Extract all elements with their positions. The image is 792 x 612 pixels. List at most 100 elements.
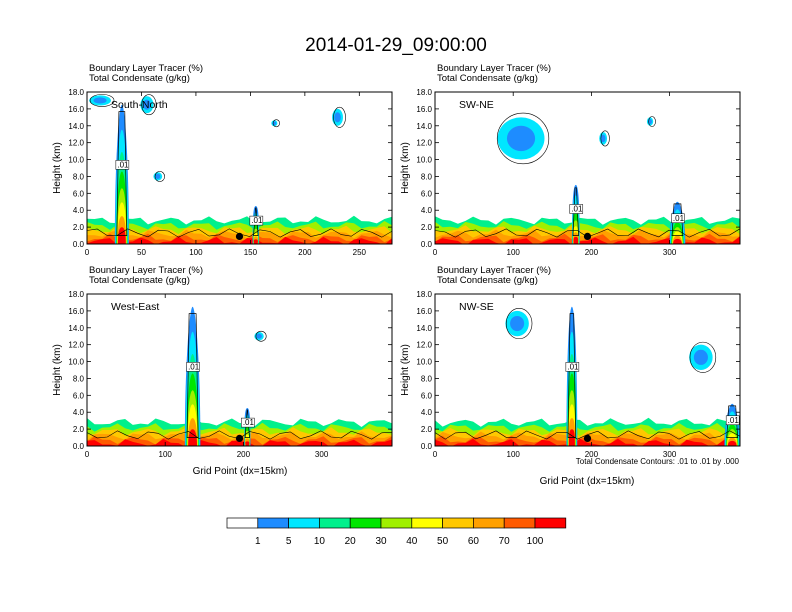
y-axis-label: Height (km): [400, 142, 411, 194]
x-tick-label: 200: [298, 248, 312, 257]
y-tick-label: 14.0: [68, 122, 84, 131]
x-tick-label: 200: [585, 248, 599, 257]
panel-name: South-North: [111, 99, 168, 111]
contour-label: .01: [673, 214, 685, 223]
location-marker: [235, 232, 244, 240]
contour-note: Total Condensate Contours: .01 to .01 by…: [576, 457, 740, 466]
contour-label-box: [565, 362, 580, 372]
contour-label-box: [249, 215, 264, 226]
x-tick-label: 100: [189, 248, 203, 257]
y-tick-label: 10.0: [68, 156, 84, 165]
plume-shading: [673, 238, 682, 244]
colorbar-label: 1: [255, 536, 261, 547]
y-tick-label: 12.0: [416, 341, 432, 350]
y-tick-label: 16.0: [68, 307, 84, 316]
contour-label: .01: [571, 204, 583, 213]
cloud-contour: [333, 106, 346, 128]
colorbar-swatch: [319, 517, 351, 529]
y-tick-label: 4.0: [73, 206, 85, 215]
panel-name: West-East: [111, 301, 159, 313]
y-tick-label: 14.0: [416, 324, 432, 333]
x-tick-label: 300: [315, 450, 329, 459]
contour-label: .01: [117, 160, 129, 169]
x-tick-label: 0: [85, 248, 90, 257]
contour-label-box: [671, 213, 685, 224]
x-tick-label: 50: [137, 248, 146, 257]
x-axis-label-right: Grid Point (dx=15km): [540, 476, 635, 487]
y-axis-label: Height (km): [52, 344, 63, 396]
y-tick-label: 0.0: [73, 240, 85, 249]
cloud-shading-core: [506, 125, 536, 152]
plume-shading: [727, 440, 737, 446]
cloud-shading-core: [142, 99, 151, 110]
contour-label: .01: [188, 362, 200, 371]
cloud-shading-core: [256, 333, 262, 339]
y-tick-label: 12.0: [68, 341, 84, 350]
cloud-contour: [689, 341, 717, 373]
location-marker: [583, 232, 592, 240]
x-tick-label: 100: [507, 248, 521, 257]
colorbar-label: 100: [527, 536, 544, 547]
cloud-shading-core: [600, 134, 606, 143]
bl-tracer-band: [87, 236, 392, 244]
plume-shading: [253, 239, 258, 244]
panel-contour-label: Total Condensate (g/kg): [437, 275, 538, 286]
y-tick-label: 2.0: [421, 425, 433, 434]
colorbar-label: 50: [437, 536, 449, 547]
y-tick-label: 12.0: [416, 139, 432, 148]
colorbar-label: 40: [406, 536, 418, 547]
colorbar-swatch: [503, 517, 536, 529]
panel-frame: [86, 91, 393, 245]
cloud-contour: [154, 171, 165, 182]
contour-label: .01: [728, 416, 740, 425]
cloud-contour: [496, 112, 550, 165]
panel-field: .01 .01: [87, 306, 392, 446]
y-tick-label: 8.0: [421, 374, 433, 383]
cloud-shading-core: [648, 119, 652, 125]
condensate-contour: [567, 313, 577, 438]
location-marker: [583, 434, 592, 442]
panel-shading-label: Boundary Layer Tracer (%): [437, 63, 551, 74]
bl-tracer-band: [435, 438, 740, 446]
y-tick-label: 16.0: [416, 105, 432, 114]
plume-shading: [573, 236, 579, 244]
x-tick-label: 0: [85, 450, 90, 459]
y-tick-label: 6.0: [421, 391, 433, 400]
x-tick-label: 200: [237, 450, 251, 459]
colorbar-swatch: [411, 517, 443, 529]
colorbar-label: 70: [499, 536, 511, 547]
y-tick-label: 14.0: [416, 122, 432, 131]
contour-label: .01: [567, 362, 579, 371]
y-tick-label: 8.0: [421, 172, 433, 181]
cloud-shading-core: [155, 173, 161, 179]
colorbar-label: 60: [468, 536, 480, 547]
panel-3: Boundary Layer Tracer (%)Total Condensat…: [52, 265, 393, 459]
colorbar-label: 10: [314, 536, 326, 547]
y-tick-label: 4.0: [421, 206, 433, 215]
y-tick-label: 16.0: [416, 307, 432, 316]
x-tick-label: 100: [507, 450, 521, 459]
cloud-shading-core: [334, 112, 341, 123]
condensate-contour: [116, 111, 128, 236]
y-tick-label: 6.0: [73, 189, 85, 198]
y-tick-label: 2.0: [421, 223, 433, 232]
cloud-shading-core: [510, 315, 525, 332]
x-tick-label: 100: [159, 450, 173, 459]
x-tick-label: 150: [244, 248, 258, 257]
y-tick-label: 18.0: [68, 290, 84, 299]
cloud-contour: [255, 330, 267, 342]
cloud-contour: [272, 119, 280, 128]
y-tick-label: 18.0: [416, 88, 432, 97]
panel-frame: [434, 91, 741, 245]
colorbar-label: 30: [375, 536, 387, 547]
y-tick-label: 4.0: [421, 408, 433, 417]
y-axis-label: Height (km): [52, 142, 63, 194]
y-tick-label: 8.0: [73, 374, 85, 383]
panel-4: Boundary Layer Tracer (%)Total Condensat…: [400, 265, 741, 459]
y-tick-label: 8.0: [73, 172, 85, 181]
condensate-contour: [572, 187, 579, 236]
colorbar-swatch: [349, 517, 382, 529]
x-tick-label: 200: [585, 450, 599, 459]
x-tick-label: 0: [433, 248, 438, 257]
